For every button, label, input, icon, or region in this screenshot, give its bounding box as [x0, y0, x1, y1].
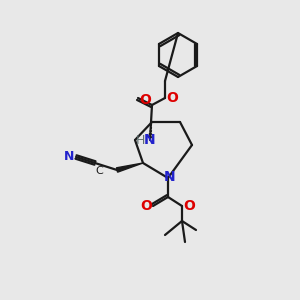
Text: O: O — [166, 91, 178, 105]
Text: N: N — [64, 151, 74, 164]
Text: H: H — [135, 134, 145, 146]
Text: O: O — [183, 199, 195, 213]
Polygon shape — [116, 163, 143, 172]
Text: O: O — [140, 199, 152, 213]
Text: C: C — [95, 166, 103, 176]
Text: N: N — [164, 170, 176, 184]
Text: O: O — [139, 93, 151, 107]
Text: N: N — [144, 133, 156, 147]
